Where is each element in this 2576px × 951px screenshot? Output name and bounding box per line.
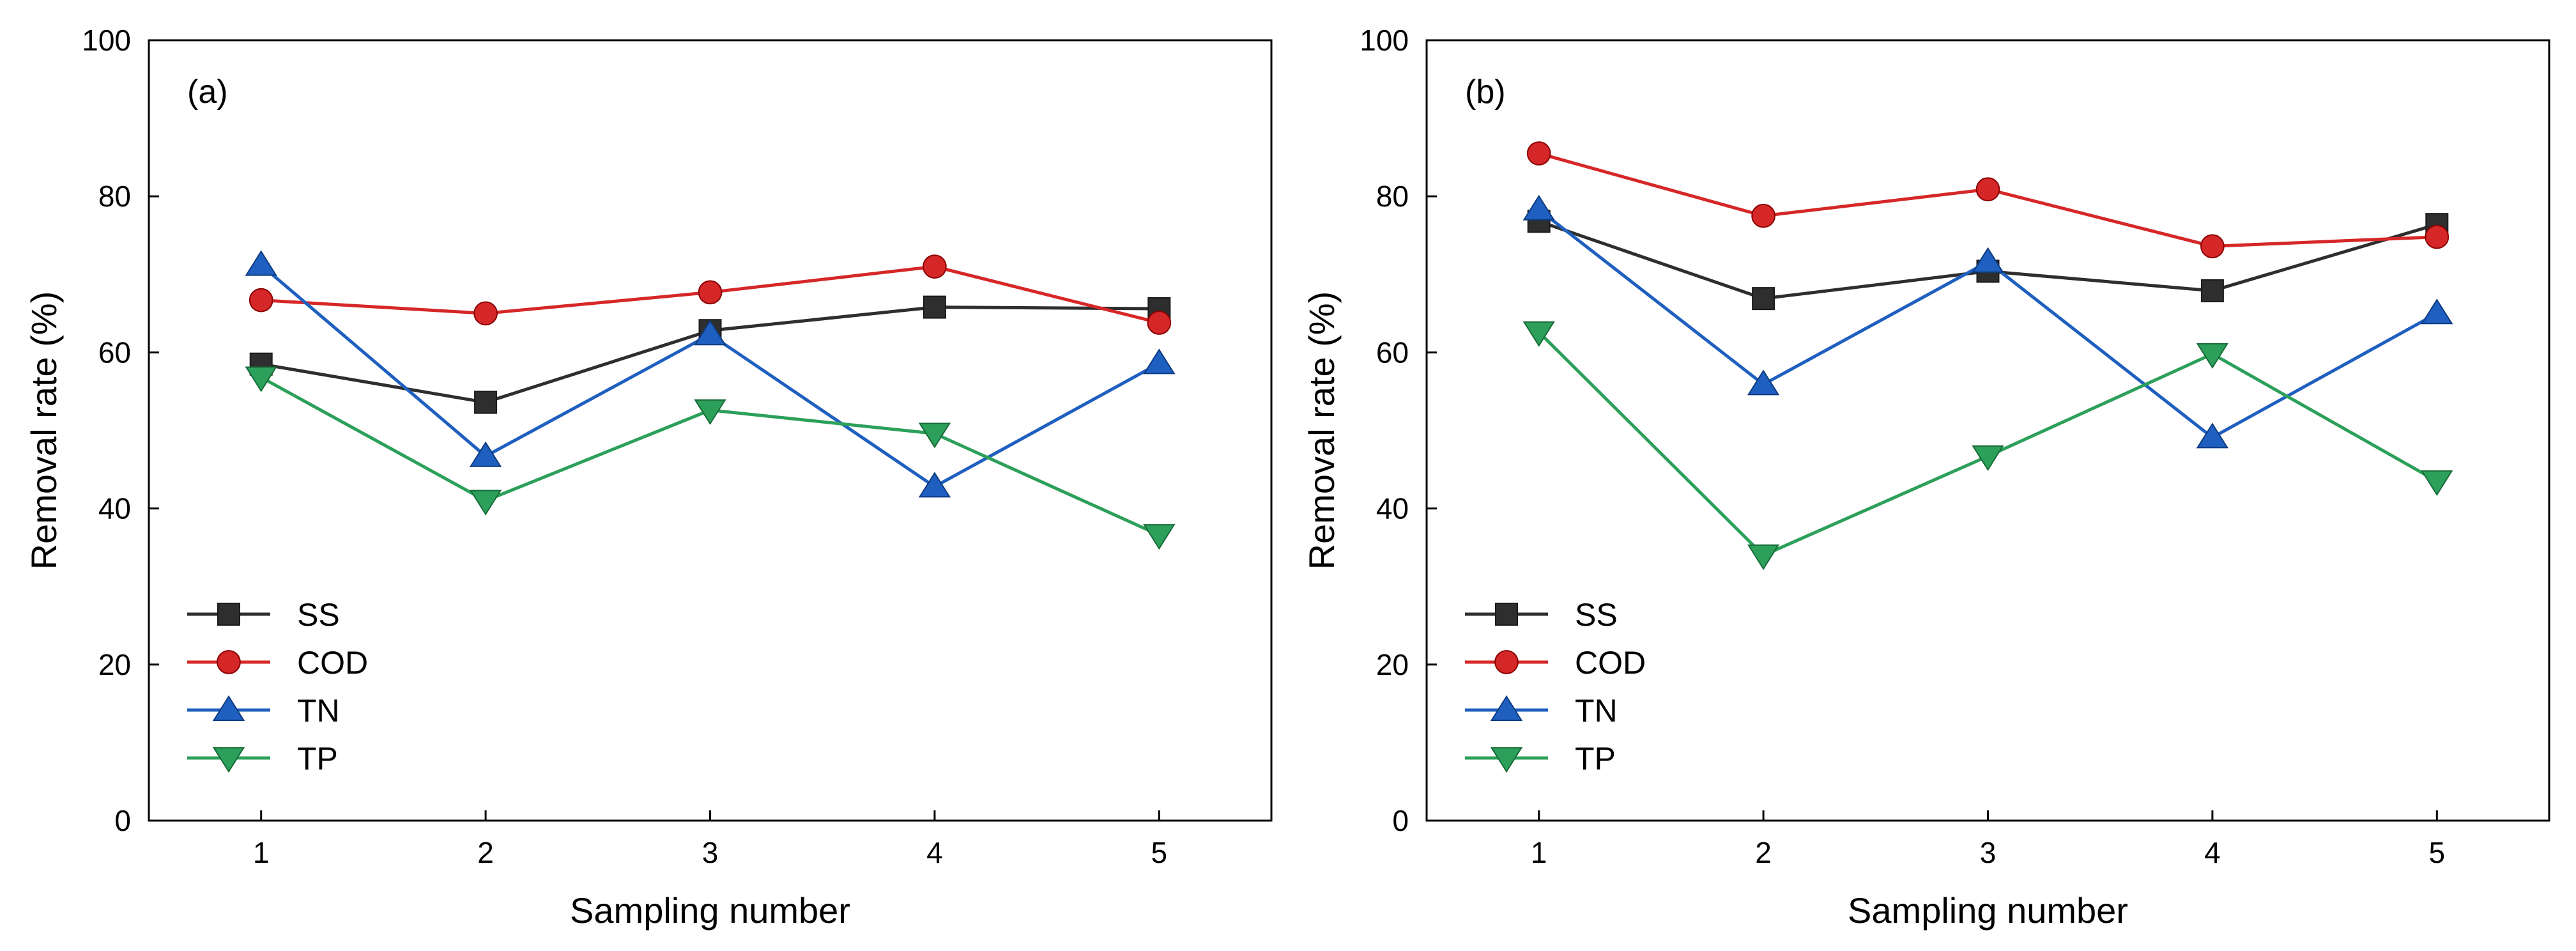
panel-label: (a) bbox=[187, 73, 228, 111]
data-point-tp bbox=[918, 422, 951, 449]
data-point-tn bbox=[1522, 194, 1555, 220]
y-tick-label: 100 bbox=[1360, 24, 1409, 57]
x-axis-title: Sampling number bbox=[1848, 890, 2128, 931]
data-point-tn bbox=[1972, 247, 2004, 273]
legend-label-cod: COD bbox=[1575, 645, 1646, 681]
data-point-tp bbox=[2421, 470, 2453, 496]
data-point-cod bbox=[1147, 311, 1172, 335]
legend-marker-ss bbox=[1495, 603, 1518, 626]
y-tick-label: 40 bbox=[1376, 492, 1409, 525]
x-tick-label: 2 bbox=[477, 836, 494, 869]
legend-label-ss: SS bbox=[1575, 597, 1618, 633]
x-axis-title: Sampling number bbox=[570, 890, 850, 931]
y-tick-label: 80 bbox=[1376, 180, 1409, 213]
data-point-tn bbox=[469, 441, 502, 467]
y-axis-title: Removal rate (%) bbox=[24, 291, 64, 570]
data-point-cod bbox=[1526, 141, 1551, 166]
x-tick-label: 4 bbox=[2204, 836, 2221, 869]
data-point-cod bbox=[2200, 234, 2225, 259]
data-point-tp bbox=[2196, 343, 2229, 369]
chart-panel-2: 0 20 40 60 80 100 1 2 3 4 5 Sampling number Removal … bbox=[1301, 24, 2550, 931]
x-tick-label: 2 bbox=[1755, 836, 1772, 869]
data-point-cod bbox=[249, 288, 273, 313]
y-tick-label: 100 bbox=[82, 24, 131, 57]
y-tick-label: 80 bbox=[98, 180, 131, 213]
series-line-tp bbox=[1537, 330, 2438, 557]
data-point-tn bbox=[245, 250, 277, 276]
legend-label-tn: TN bbox=[1575, 693, 1618, 729]
data-point-tn bbox=[2421, 298, 2453, 325]
legend-label-tp: TP bbox=[297, 741, 338, 777]
data-point-cod bbox=[1975, 177, 2000, 202]
data-point-tp bbox=[245, 366, 277, 392]
data-point-tp bbox=[1972, 445, 2004, 471]
legend-label-ss: SS bbox=[297, 597, 340, 633]
data-point-cod bbox=[698, 280, 723, 305]
data-point-ss bbox=[923, 295, 946, 319]
data-point-cod bbox=[2425, 224, 2450, 249]
x-tick-label: 4 bbox=[926, 836, 943, 869]
legend-marker-tp bbox=[1490, 747, 1523, 773]
x-tick-label: 3 bbox=[1980, 836, 1997, 869]
panel-label: (b) bbox=[1465, 73, 1506, 111]
x-tick-label: 5 bbox=[2429, 836, 2446, 869]
data-point-tp bbox=[469, 490, 502, 516]
x-tick-label: 5 bbox=[1151, 836, 1168, 869]
legend-marker-cod bbox=[217, 650, 241, 674]
legend-label-cod: COD bbox=[297, 645, 368, 681]
data-point-ss bbox=[1752, 287, 1775, 311]
data-point-cod bbox=[923, 254, 947, 279]
data-point-tp bbox=[1747, 544, 1780, 570]
y-tick-label: 20 bbox=[98, 648, 131, 681]
legend-label-tn: TN bbox=[297, 693, 340, 729]
data-point-tp bbox=[1522, 321, 1555, 347]
data-point-cod bbox=[1751, 203, 1775, 228]
y-axis-title: Removal rate (%) bbox=[1301, 291, 1342, 570]
legend-marker-tn bbox=[1490, 695, 1523, 721]
data-point-tn bbox=[2196, 422, 2229, 449]
data-point-tn bbox=[1143, 348, 1176, 375]
data-point-tn bbox=[918, 472, 951, 498]
legend-marker-cod bbox=[1494, 650, 1519, 674]
y-tick-label: 20 bbox=[1376, 648, 1409, 681]
x-tick-label: 1 bbox=[1531, 836, 1547, 869]
data-point-ss bbox=[474, 390, 498, 414]
y-tick-label: 60 bbox=[1376, 336, 1409, 369]
x-tick-label: 3 bbox=[702, 836, 719, 869]
y-tick-label: 0 bbox=[1392, 804, 1409, 837]
data-point-ss bbox=[2200, 279, 2224, 302]
data-point-tp bbox=[694, 399, 726, 425]
legend-marker-tn bbox=[212, 695, 245, 721]
y-tick-label: 60 bbox=[98, 336, 131, 369]
x-tick-label: 1 bbox=[253, 836, 270, 869]
legend-label-tp: TP bbox=[1575, 741, 1616, 777]
data-point-cod bbox=[473, 301, 498, 326]
y-tick-label: 40 bbox=[98, 492, 131, 525]
data-point-tp bbox=[1143, 524, 1176, 550]
legend-marker-ss bbox=[217, 603, 240, 626]
legend-marker-tp bbox=[212, 747, 245, 773]
data-point-tn bbox=[1747, 369, 1780, 396]
data-point-tn bbox=[694, 320, 726, 346]
y-tick-label: 0 bbox=[114, 804, 131, 837]
chart-panel-1: 0 20 40 60 80 100 1 2 3 4 5 Sampling number Removal … bbox=[24, 24, 1273, 931]
